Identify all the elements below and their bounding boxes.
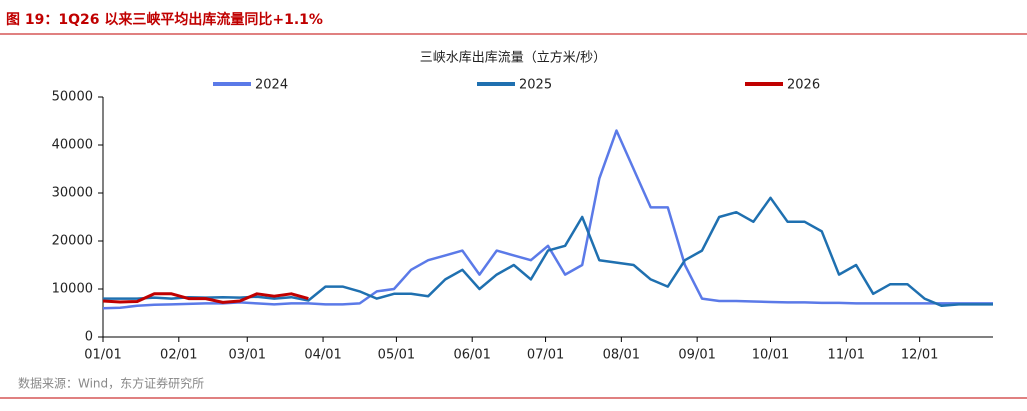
series-line bbox=[103, 196, 993, 308]
y-tick-label: 50000 bbox=[52, 90, 93, 105]
source: 数据来源：Wind，东方证券研究所 bbox=[18, 376, 204, 391]
x-tick-label: 07/01 bbox=[527, 348, 564, 363]
y-tick-label: 40000 bbox=[52, 138, 93, 153]
figure-title: 图 19：1Q26 以来三峡平均出库流量同比+1.1% bbox=[6, 11, 323, 28]
x-tick-label: 06/01 bbox=[453, 348, 490, 363]
x-tick-label: 12/01 bbox=[901, 348, 938, 363]
legend-label: 2024 bbox=[255, 78, 288, 93]
y-tick-label: 0 bbox=[85, 330, 93, 345]
y-tick-label: 20000 bbox=[52, 234, 93, 249]
x-tick-label: 11/01 bbox=[828, 348, 865, 363]
x-tick-label: 08/01 bbox=[603, 348, 640, 363]
y-tick-label: 10000 bbox=[52, 282, 93, 297]
y-tick-label: 30000 bbox=[52, 186, 93, 201]
series-line bbox=[102, 292, 309, 304]
x-tick-label: 05/01 bbox=[378, 348, 415, 363]
x-tick-label: 09/01 bbox=[678, 348, 715, 363]
x-tick-label: 04/01 bbox=[304, 348, 341, 363]
legend-label: 2026 bbox=[787, 78, 820, 93]
x-tick-label: 02/01 bbox=[160, 348, 197, 363]
series-line bbox=[102, 129, 993, 310]
chart-title: 三峡水库出库流量（立方米/秒） bbox=[420, 50, 606, 66]
x-tick-label: 01/01 bbox=[84, 348, 121, 363]
legend-label: 2025 bbox=[519, 78, 552, 93]
x-tick-label: 03/01 bbox=[229, 348, 266, 363]
x-tick-label: 10/01 bbox=[752, 348, 789, 363]
